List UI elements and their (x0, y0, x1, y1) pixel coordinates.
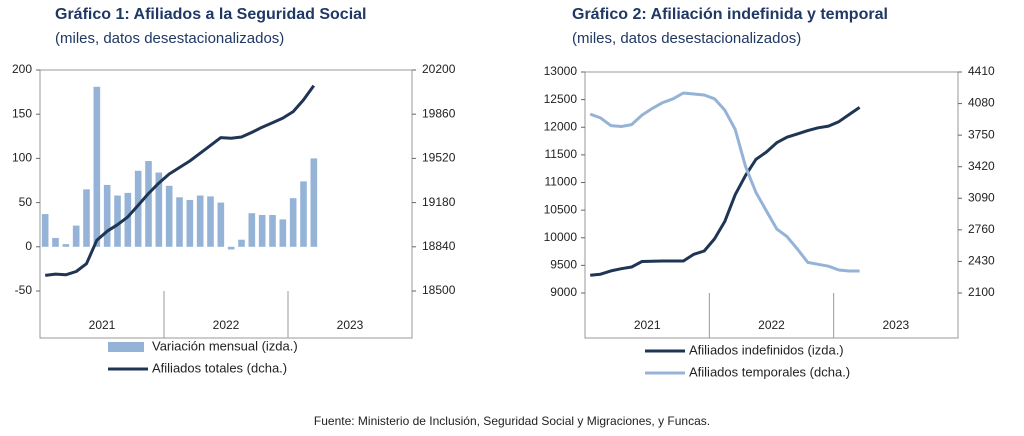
y-tick-label: 200 (12, 62, 32, 76)
bar (124, 192, 132, 247)
y2-tick-label: 3420 (968, 159, 995, 173)
y2-tick-label: 18840 (422, 239, 456, 253)
legend-label: Variación mensual (izda.) (152, 338, 298, 353)
source-note: Fuente: Ministerio de Inclusión, Segurid… (314, 414, 710, 428)
y-tick-label: 11500 (545, 147, 578, 161)
line-series (590, 106, 861, 277)
y-tick-label: 9000 (550, 285, 577, 299)
y-tick-label: -50 (15, 283, 33, 297)
bar (289, 198, 297, 247)
bar (258, 214, 266, 247)
bar (300, 181, 307, 247)
y-tick-label: 12000 (544, 119, 578, 133)
y-tick-label: 11000 (545, 175, 578, 189)
bar (93, 86, 101, 247)
y2-tick-label: 18500 (422, 283, 456, 297)
legend-label: Afiliados indefinidos (izda.) (689, 342, 844, 357)
bar (217, 202, 225, 247)
y-tick-label: 50 (19, 195, 33, 209)
x-group-label: 2022 (213, 318, 240, 332)
bar (155, 172, 163, 247)
line-series (45, 84, 316, 277)
y-tick-label: 10000 (544, 230, 578, 244)
plot-frame (39, 69, 413, 339)
chart-subtitle: (miles, datos desestacionalizados) (55, 30, 284, 47)
bar (145, 161, 152, 247)
x-group-label: 2021 (89, 318, 116, 332)
x-group-label: 2023 (337, 318, 364, 332)
bar (114, 195, 121, 247)
bar (176, 197, 183, 247)
bar (83, 189, 90, 247)
bar (41, 214, 49, 247)
y2-tick-label: 4080 (968, 96, 995, 110)
y-tick-label: 12500 (544, 92, 578, 106)
legend-swatch (108, 342, 144, 352)
plot-frame (584, 71, 959, 339)
line-series (589, 91, 860, 273)
bar (165, 185, 173, 247)
y2-tick-label: 19520 (422, 151, 456, 165)
bar (134, 170, 142, 247)
y2-tick-label: 2760 (968, 222, 995, 236)
y2-tick-label: 2430 (968, 254, 995, 268)
legend-label: Afiliados totales (dcha.) (152, 360, 287, 375)
bar (186, 199, 194, 247)
bar (227, 246, 235, 250)
bar (248, 213, 256, 247)
y2-tick-label: 2100 (968, 285, 995, 299)
y-tick-label: 150 (12, 106, 32, 120)
bar (279, 219, 287, 247)
y2-tick-label: 3090 (968, 190, 995, 204)
legend-label: Afiliados temporales (dcha.) (689, 364, 850, 379)
bar (310, 158, 318, 247)
chart-title: Gráfico 2: Afiliación indefinida y tempo… (572, 6, 888, 23)
y2-tick-label: 20200 (422, 62, 456, 76)
x-group-label: 2022 (758, 318, 785, 332)
bar (196, 195, 204, 247)
chart-title: Gráfico 1: Afiliados a la Seguridad Soci… (55, 6, 367, 23)
bar (269, 214, 276, 247)
y2-tick-label: 4410 (968, 64, 995, 78)
y2-tick-label: 3750 (968, 127, 995, 141)
bar (72, 225, 80, 247)
bar (207, 196, 214, 247)
y-tick-label: 0 (25, 239, 32, 253)
y-tick-label: 13000 (544, 64, 578, 78)
bar (62, 244, 70, 247)
bar (103, 184, 111, 247)
x-group-label: 2023 (882, 318, 909, 332)
y2-tick-label: 19180 (422, 195, 456, 209)
chart-subtitle: (miles, datos desestacionalizados) (572, 30, 801, 47)
y2-tick-label: 19860 (422, 106, 456, 120)
y-tick-label: 100 (12, 151, 32, 165)
x-group-label: 2021 (634, 318, 661, 332)
y-tick-label: 9500 (550, 258, 577, 272)
bar (238, 239, 245, 247)
y-tick-label: 10500 (544, 202, 578, 216)
bar (52, 237, 59, 247)
